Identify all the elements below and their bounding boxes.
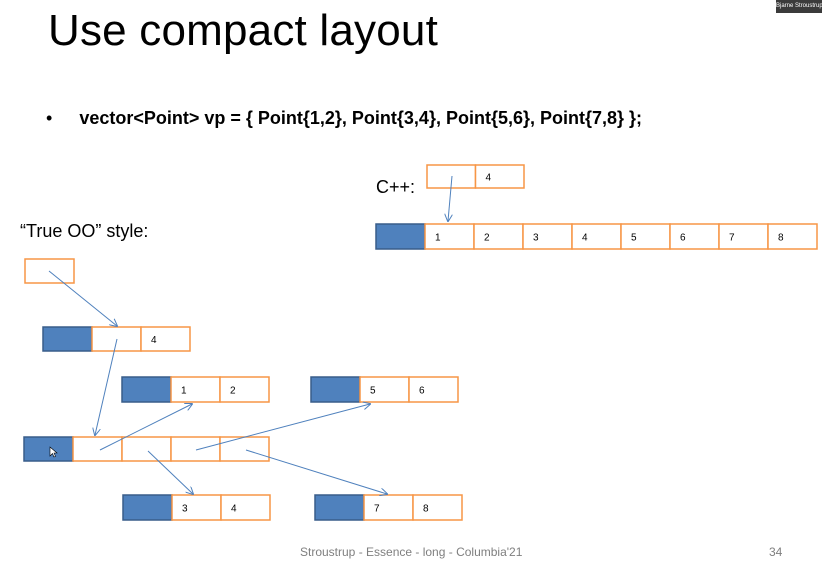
oo-point-5-6-header-cell bbox=[310, 376, 361, 403]
cpp-vector-row-cell-6 bbox=[669, 223, 720, 250]
oo-pointer-array-header-cell bbox=[23, 436, 74, 462]
oo-pointer-array-cell-4 bbox=[219, 436, 270, 462]
oo-point-3-4-header-cell bbox=[122, 494, 173, 521]
cpp-vector-row-value-4: 4 bbox=[582, 233, 588, 244]
cpp-point-box-value-1: 4 bbox=[486, 173, 492, 184]
slide-footer: Stroustrup - Essence - long - Columbia'2… bbox=[300, 545, 523, 559]
oo-point-3-4-cell-2 bbox=[220, 494, 271, 521]
oo-point-5-6-cell-2 bbox=[408, 376, 459, 403]
arrow-cpp-box-to-vector bbox=[448, 175, 452, 221]
arrow-array-to-point-5-6 bbox=[195, 404, 370, 451]
cpp-vector-row-value-8: 8 bbox=[778, 233, 784, 244]
oo-vector-header-cell-2 bbox=[140, 326, 191, 352]
slide-title: Use compact layout bbox=[48, 6, 438, 55]
code-bullet: • vector<Point> vp = { Point{1,2}, Point… bbox=[46, 108, 642, 129]
oo-point-7-8-header-cell bbox=[314, 494, 365, 521]
oo-style-label: “True OO” style: bbox=[20, 221, 149, 241]
bullet-text: vector<Point> vp = { Point{1,2}, Point{3… bbox=[79, 108, 642, 128]
oo-vector-header: 4 bbox=[42, 326, 191, 352]
cpp-point-box: 4 bbox=[426, 164, 525, 189]
cpp-vector-row-value-1: 1 bbox=[435, 233, 441, 244]
oo-pointer-array-cell-3 bbox=[170, 436, 221, 462]
cpp-vector-row-header-cell bbox=[375, 223, 426, 250]
page-number: 34 bbox=[769, 545, 783, 559]
cpp-vector-row-value-2: 2 bbox=[484, 233, 490, 244]
bullet-marker: • bbox=[46, 108, 53, 128]
cpp-vector-row-value-7: 7 bbox=[729, 233, 735, 244]
cpp-vector-row-cell-8 bbox=[767, 223, 818, 250]
oo-pointer-array-cell-1 bbox=[72, 436, 123, 462]
oo-point-7-8-cell-2 bbox=[412, 494, 463, 521]
oo-point-1-2-value-1: 1 bbox=[181, 386, 187, 397]
cpp-vector-row-value-3: 3 bbox=[533, 233, 539, 244]
oo-point-3-4-value-2: 4 bbox=[231, 504, 237, 515]
oo-point-3-4-value-1: 3 bbox=[182, 504, 188, 515]
cpp-vector-row-value-6: 6 bbox=[680, 233, 686, 244]
cpp-label: C++: bbox=[376, 177, 416, 197]
oo-pointer-array-cell-2 bbox=[121, 436, 172, 462]
oo-point-3-4-cell-1 bbox=[171, 494, 222, 521]
cpp-vector-row-cell-5 bbox=[620, 223, 671, 250]
oo-point-7-8-value-1: 7 bbox=[374, 504, 380, 515]
oo-point-7-8-value-2: 8 bbox=[423, 504, 429, 515]
oo-point-7-8-cell-1 bbox=[363, 494, 414, 521]
oo-point-1-2-cell-2 bbox=[219, 376, 270, 403]
mouse-cursor-icon bbox=[49, 446, 58, 458]
arrow-vector-to-array bbox=[95, 338, 118, 435]
oo-pointer-array bbox=[23, 436, 270, 462]
oo-point-1-2-cell-1 bbox=[170, 376, 221, 403]
arrow-pointer-to-vector bbox=[48, 270, 117, 326]
cpp-vector-row: 1 2 3 4 5 6 7 8 bbox=[375, 223, 818, 250]
cpp-vector-row-cell-7 bbox=[718, 223, 769, 250]
arrow-array-to-point-3-4 bbox=[147, 450, 193, 494]
arrow-array-to-point-7-8 bbox=[245, 449, 387, 494]
oo-point-5-6-cell-1 bbox=[359, 376, 410, 403]
cpp-point-box-cell-1 bbox=[474, 164, 525, 189]
cpp-vector-row-cell-3 bbox=[522, 223, 573, 250]
cpp-vector-row-cell-4 bbox=[571, 223, 622, 250]
oo-vector-header-header-cell bbox=[42, 326, 93, 352]
oo-point-5-6-value-2: 6 bbox=[419, 386, 425, 397]
cpp-vector-row-cell-2 bbox=[473, 223, 524, 250]
oo-vector-header-value-2: 4 bbox=[151, 335, 157, 346]
oo-point-1-2-value-2: 2 bbox=[230, 386, 236, 397]
oo-point-5-6-value-1: 5 bbox=[370, 386, 376, 397]
cpp-vector-row-value-5: 5 bbox=[631, 233, 637, 244]
arrow-array-to-point-1-2 bbox=[99, 404, 192, 451]
presenter-video-thumbnail: Bjarne Stroustrup bbox=[776, 0, 822, 13]
cpp-vector-row-cell-1 bbox=[424, 223, 475, 250]
oo-point-1-2-header-cell bbox=[121, 376, 172, 403]
